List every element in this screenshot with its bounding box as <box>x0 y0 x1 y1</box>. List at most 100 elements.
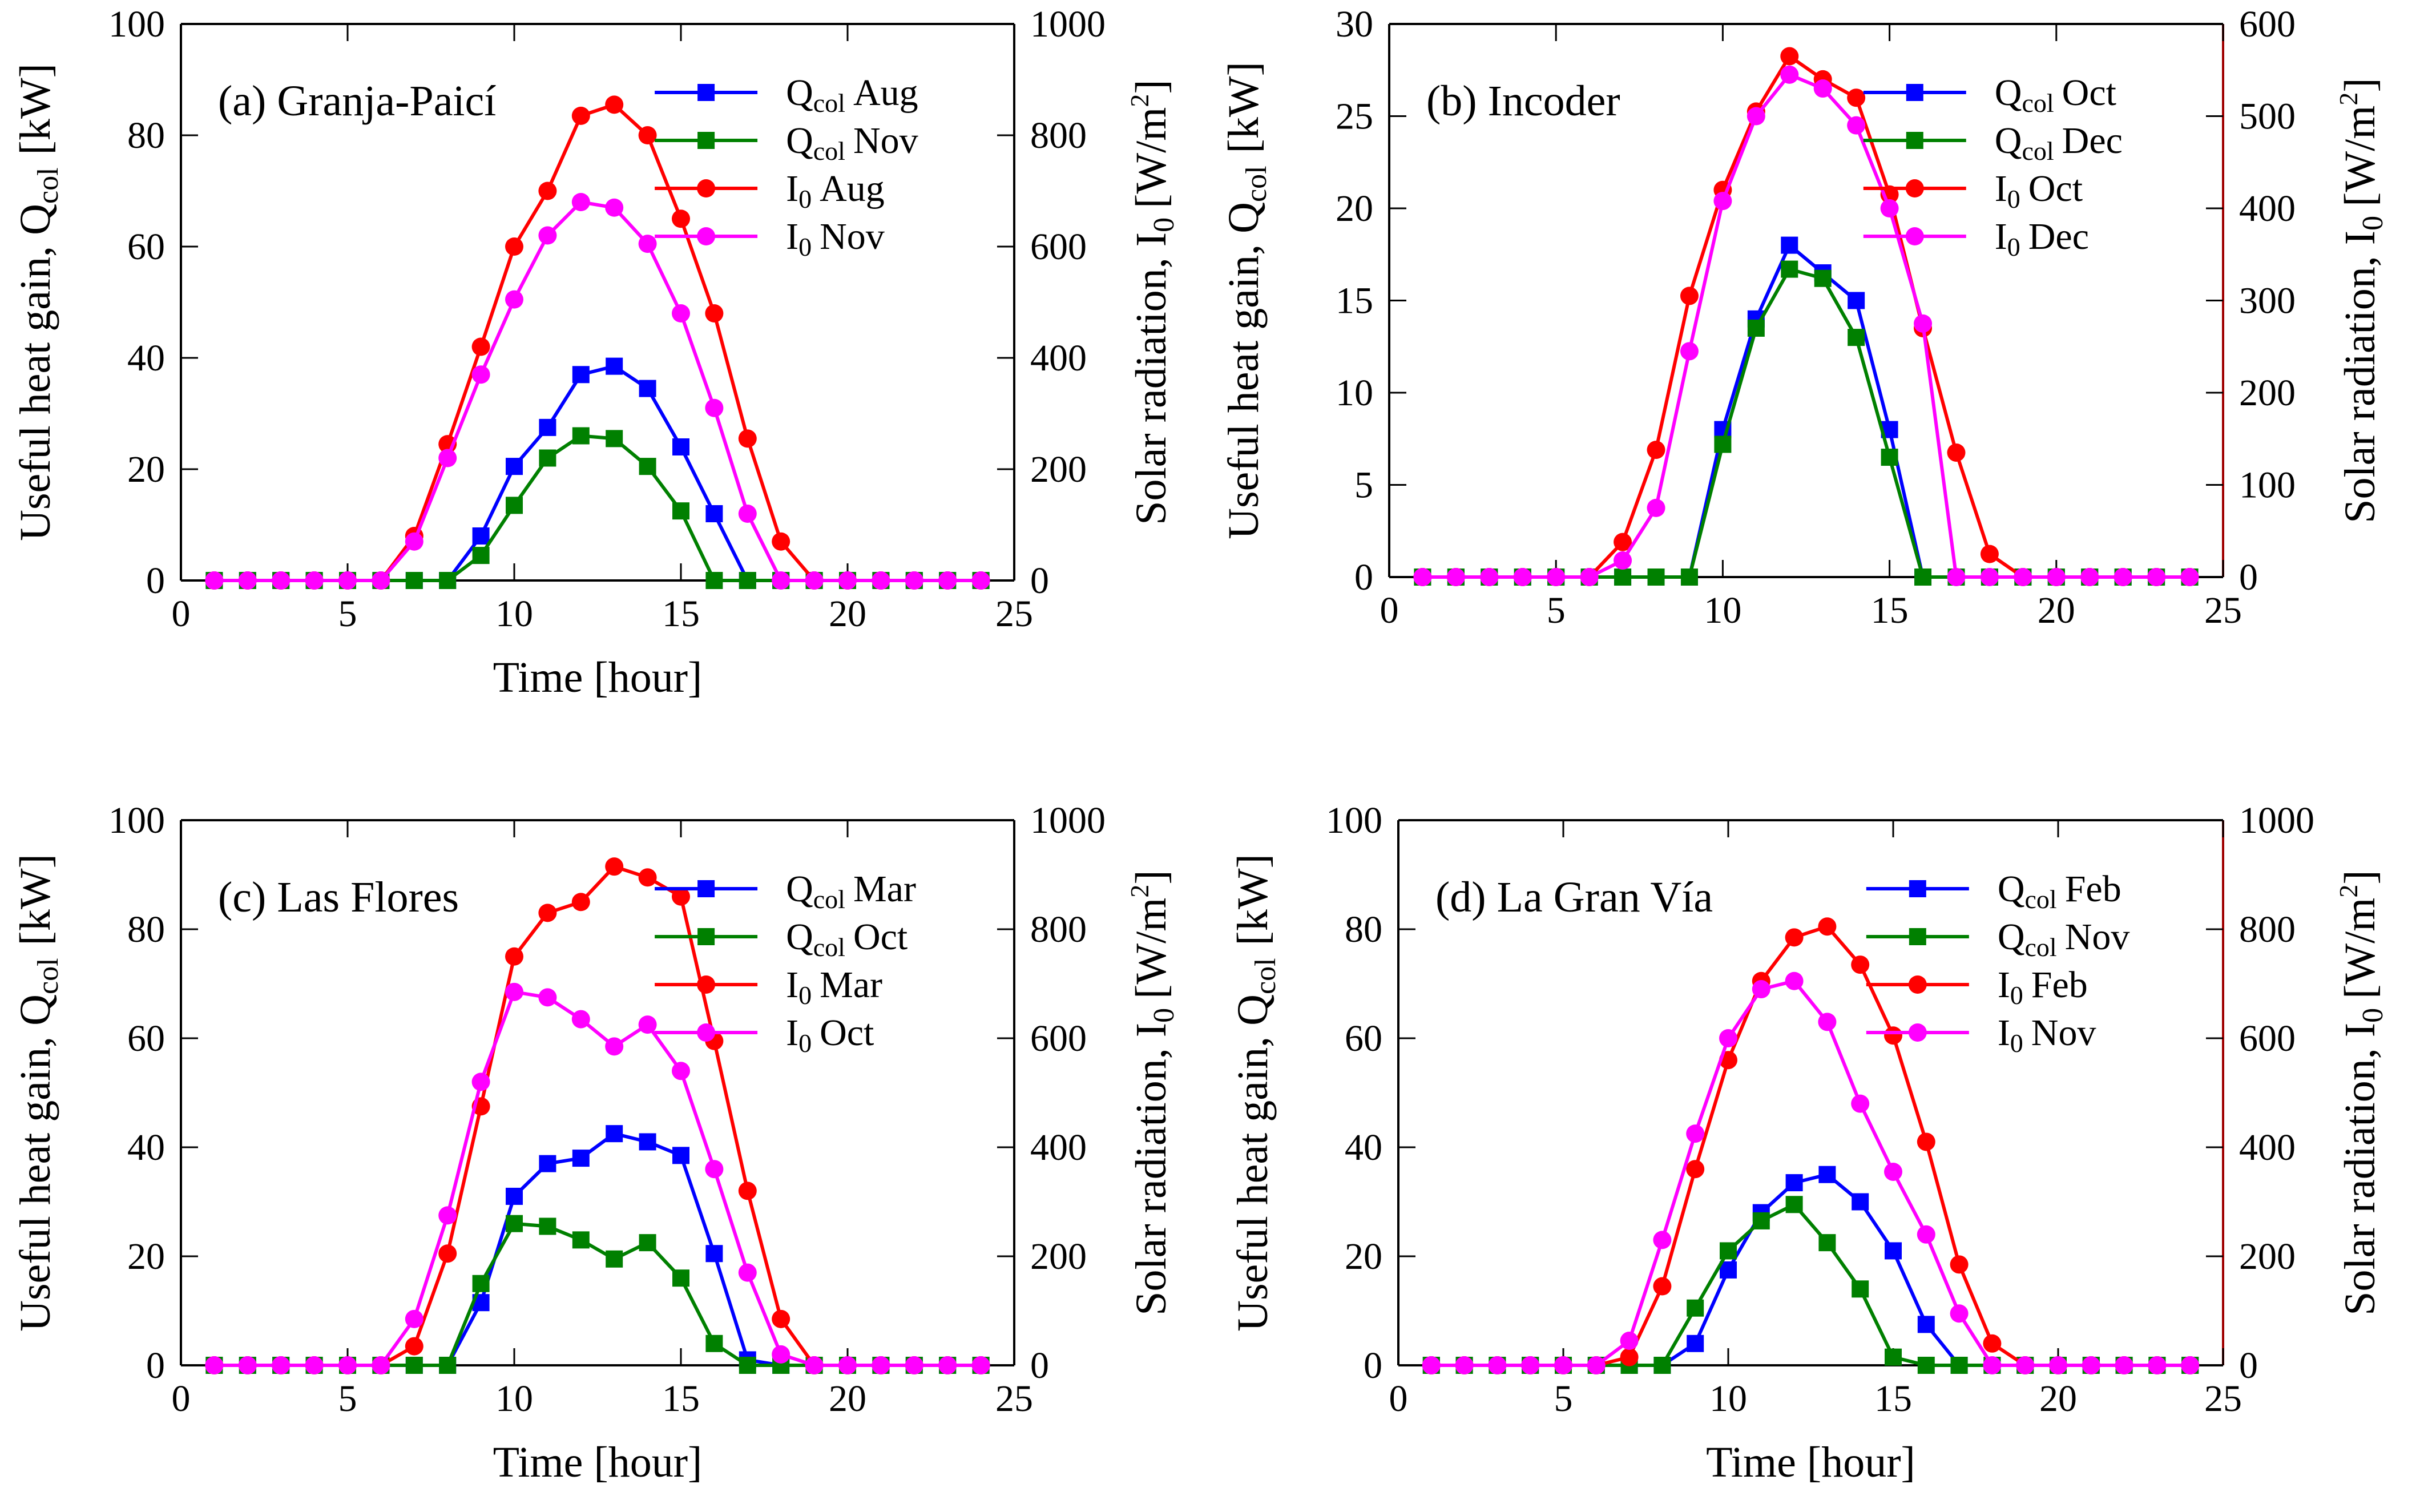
data-point-square <box>506 497 523 514</box>
y-tick-label-right: 400 <box>2239 188 2296 229</box>
y-axis-label-right-text: Solar radiation, I <box>2336 231 2384 523</box>
legend-sub: col <box>813 88 845 118</box>
legend-label: Qcol Oct <box>786 916 907 962</box>
data-point-square <box>1785 1196 1803 1213</box>
data-point-circle <box>772 1345 790 1364</box>
data-point-square <box>705 505 723 522</box>
data-point-circle <box>971 571 990 590</box>
data-point-square <box>672 1147 689 1164</box>
data-point-square <box>539 1217 556 1235</box>
legend-sub: col <box>813 885 845 914</box>
data-point-circle <box>405 1337 423 1356</box>
data-point-square <box>1914 568 1932 586</box>
data-point-circle <box>372 1356 390 1374</box>
data-point-circle <box>2181 1356 2200 1374</box>
y-tick-label-right: 200 <box>1030 449 1087 490</box>
data-point-square <box>1950 1357 1968 1374</box>
y-tick-label-right: 0 <box>2239 557 2258 598</box>
data-point-circle <box>405 1309 423 1328</box>
data-point-circle <box>1614 533 1632 551</box>
y-tick-label-right: 300 <box>2239 280 2296 322</box>
data-point-square <box>572 1150 590 1167</box>
data-point-circle <box>438 1206 457 1225</box>
x-tick-label: 5 <box>338 1378 357 1420</box>
data-point-square <box>606 1125 623 1143</box>
data-point-circle <box>1554 1356 1572 1374</box>
y-axis-label-left-text: Useful heat gain, Q <box>11 994 59 1332</box>
legend-marker-square <box>1909 880 1926 897</box>
data-point-circle <box>205 571 224 590</box>
data-point-square <box>1714 436 1732 453</box>
y-axis-label-right-text: Solar radiation, I <box>1127 1023 1175 1316</box>
y-axis-label-right-sub: 0 <box>2357 216 2389 231</box>
data-point-circle <box>1614 551 1632 570</box>
data-point-circle <box>705 304 724 322</box>
y-tick-label-left: 15 <box>1336 280 1373 322</box>
data-point-square <box>639 1234 656 1252</box>
data-point-circle <box>2014 568 2032 586</box>
panel-title: (a) Granja-Paicí <box>218 77 496 125</box>
data-point-circle <box>1620 1332 1639 1350</box>
data-point-circle <box>505 290 523 309</box>
data-point-circle <box>2082 1356 2100 1374</box>
data-point-square <box>639 1133 656 1151</box>
data-point-circle <box>1413 568 1432 586</box>
y-tick-label-right: 800 <box>1030 115 1087 156</box>
y-tick-label-left: 40 <box>127 1127 165 1168</box>
data-point-circle <box>1947 568 1966 586</box>
y-tick-label-left: 80 <box>127 115 165 156</box>
data-point-circle <box>1917 1132 1935 1151</box>
data-point-circle <box>1884 1162 1902 1181</box>
legend-month: Oct <box>2062 72 2116 114</box>
data-point-circle <box>738 1263 757 1282</box>
legend-label: Qcol Oct <box>1995 72 2116 118</box>
data-point-circle <box>538 904 557 922</box>
data-point-circle <box>1719 1029 1737 1047</box>
data-point-circle <box>238 571 257 590</box>
data-point-circle <box>905 1356 923 1374</box>
legend-month: Oct <box>820 1012 874 1054</box>
x-axis-label: Time [hour] <box>493 654 703 701</box>
data-point-circle <box>571 106 590 125</box>
data-point-circle <box>1480 568 1499 586</box>
x-tick-label: 0 <box>172 593 191 635</box>
y-tick-label-left: 20 <box>127 1236 165 1277</box>
y-axis-label-left-sub: col <box>32 167 64 204</box>
data-point-circle <box>538 226 557 245</box>
y-axis-label-right-text: Solar radiation, I <box>1127 232 1175 525</box>
data-point-circle <box>638 235 657 253</box>
data-point-circle <box>505 947 523 966</box>
data-point-square <box>1814 269 1832 287</box>
legend-sub: 0 <box>798 981 812 1010</box>
data-point-square <box>1720 1242 1737 1260</box>
data-point-square <box>1818 1234 1836 1252</box>
data-point-circle <box>1587 1356 1606 1374</box>
data-point-circle <box>2115 1356 2133 1374</box>
data-point-circle <box>571 1010 590 1029</box>
data-point-circle <box>772 532 790 551</box>
data-point-circle <box>1950 1304 1969 1323</box>
data-point-circle <box>672 1062 690 1080</box>
data-point-square <box>1885 1348 1902 1366</box>
data-point-circle <box>505 982 523 1001</box>
y-axis-label-left-sub: col <box>1240 166 1273 202</box>
data-point-square <box>705 572 723 589</box>
legend-sub: 0 <box>2010 1029 2023 1058</box>
data-point-circle <box>1686 1124 1705 1143</box>
data-point-circle <box>672 209 690 228</box>
x-tick-label: 10 <box>495 1378 533 1420</box>
data-point-circle <box>438 449 457 467</box>
y-axis-label-right-text: Solar radiation, I <box>2336 1023 2384 1316</box>
y-tick-label-left: 100 <box>108 3 165 45</box>
data-point-circle <box>1680 287 1699 305</box>
data-point-circle <box>305 1356 324 1374</box>
legend-sub: 0 <box>2010 981 2023 1010</box>
legend-label: I0 Nov <box>1998 1012 2096 1058</box>
data-point-circle <box>372 571 390 590</box>
legend-label: I0 Oct <box>786 1012 874 1058</box>
data-point-circle <box>338 571 357 590</box>
legend-var: I <box>1998 964 2010 1006</box>
legend-label: Qcol Dec <box>1995 120 2123 166</box>
data-point-circle <box>872 571 890 590</box>
legend-month: Oct <box>2028 168 2083 209</box>
